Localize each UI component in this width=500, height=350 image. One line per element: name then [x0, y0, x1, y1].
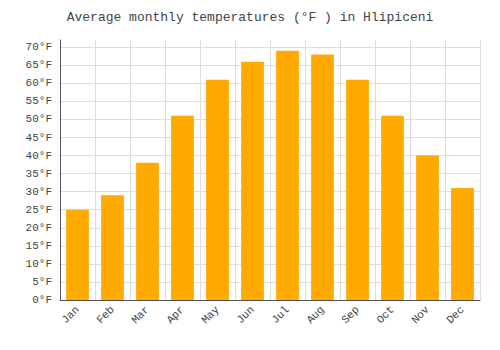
svg-text:45°F: 45°F — [26, 132, 52, 144]
svg-text:40°F: 40°F — [26, 150, 52, 162]
svg-text:Mar: Mar — [129, 304, 151, 326]
svg-text:50°F: 50°F — [26, 113, 52, 125]
svg-text:10°F: 10°F — [26, 258, 52, 270]
svg-text:Jul: Jul — [269, 304, 291, 326]
svg-text:Feb: Feb — [94, 304, 116, 326]
svg-text:Sep: Sep — [339, 304, 361, 326]
svg-text:20°F: 20°F — [26, 222, 52, 234]
svg-text:55°F: 55°F — [26, 95, 52, 107]
svg-text:May: May — [199, 303, 222, 326]
svg-text:5°F: 5°F — [32, 276, 52, 288]
svg-text:Jan: Jan — [59, 304, 81, 326]
svg-text:0°F: 0°F — [32, 294, 52, 306]
svg-text:30°F: 30°F — [26, 186, 52, 198]
svg-text:Jun: Jun — [234, 304, 256, 326]
svg-text:Average monthly temperatures (: Average monthly temperatures (°F ) in Hl… — [67, 10, 434, 25]
svg-text:35°F: 35°F — [26, 168, 52, 180]
svg-text:Oct: Oct — [374, 304, 396, 326]
svg-text:70°F: 70°F — [26, 41, 52, 53]
svg-text:Nov: Nov — [409, 303, 432, 326]
svg-text:60°F: 60°F — [26, 77, 52, 89]
svg-text:Dec: Dec — [444, 304, 466, 326]
svg-text:25°F: 25°F — [26, 204, 52, 216]
svg-text:65°F: 65°F — [26, 59, 52, 71]
svg-text:15°F: 15°F — [26, 240, 52, 252]
svg-text:Apr: Apr — [164, 304, 186, 326]
svg-text:Aug: Aug — [304, 304, 326, 326]
